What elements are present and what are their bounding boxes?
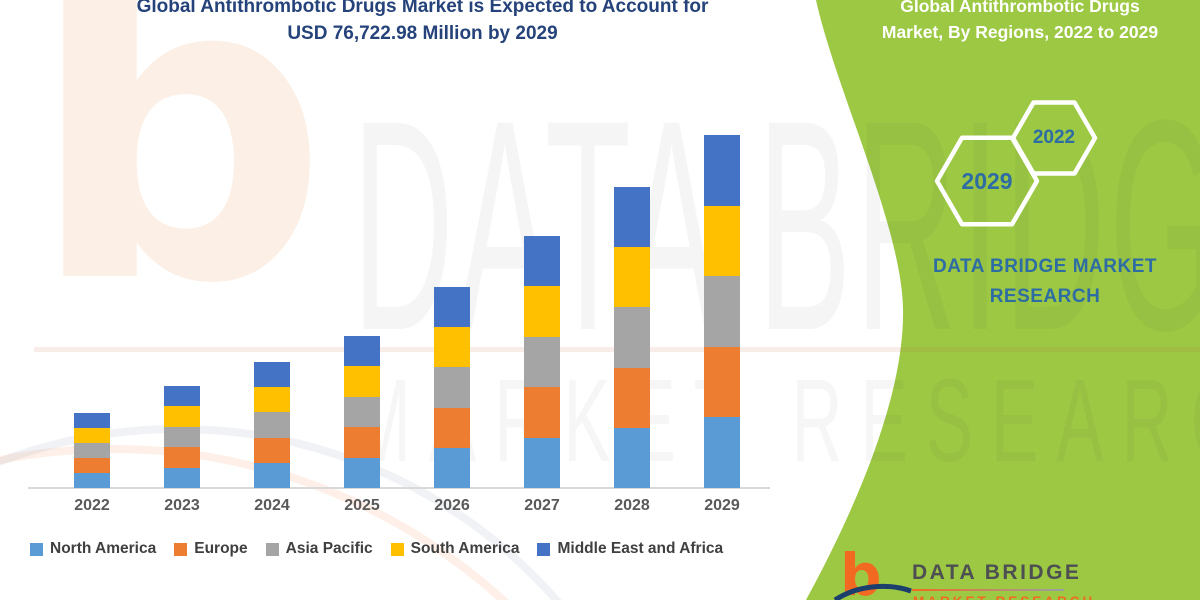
bar-segment-2023-north-america <box>164 467 200 488</box>
bar-segment-2026-north-america <box>434 447 470 488</box>
legend-item-north-america: North America <box>30 540 156 558</box>
bar-segment-2027-asia-pacific <box>524 336 560 388</box>
bar-segment-2026-europe <box>434 407 470 448</box>
x-axis-label-2029: 2029 <box>704 497 740 514</box>
legend-swatch-icon <box>174 542 188 556</box>
legend-item-europe: Europe <box>174 540 248 558</box>
bar-segment-2022-south-america <box>74 428 110 444</box>
bar-segment-2022-north-america <box>74 473 110 488</box>
bar-segment-2022-asia-pacific <box>74 443 110 459</box>
bar-2026 <box>434 286 470 488</box>
bar-segment-2024-middle-east-and-africa <box>254 361 290 388</box>
logo-company-name: DATA BRIDGE <box>912 561 1082 584</box>
bar-segment-2029-north-america <box>704 417 740 488</box>
bar-segment-2023-asia-pacific <box>164 426 200 448</box>
x-axis-label-2024: 2024 <box>254 497 290 514</box>
legend-swatch-icon <box>30 542 43 556</box>
legend-label: Europe <box>194 540 248 557</box>
x-axis-label-2025: 2025 <box>344 497 380 514</box>
bar-2022 <box>74 413 110 488</box>
bar-segment-2025-south-america <box>344 366 380 397</box>
logo-underline <box>912 589 1064 591</box>
bar-segment-2027-middle-east-and-africa <box>524 236 560 287</box>
side-panel-title-line2: Market, By Regions, 2022 to 2029 <box>881 22 1159 42</box>
bar-segment-2026-south-america <box>434 327 470 368</box>
bar-segment-2026-asia-pacific <box>434 367 470 408</box>
bar-segment-2024-south-america <box>254 387 290 413</box>
bar-segment-2026-middle-east-and-africa <box>434 286 470 328</box>
x-axis-label-2026: 2026 <box>434 497 470 514</box>
bar-segment-2029-south-america <box>704 205 740 277</box>
legend-swatch-icon <box>537 542 551 556</box>
bar-segment-2028-south-america <box>614 247 650 308</box>
hexagon-2029-outline <box>934 135 1040 227</box>
bar-segment-2022-europe <box>74 458 110 474</box>
bar-segment-2027-europe <box>524 387 560 438</box>
legend-swatch-icon <box>390 542 404 556</box>
bar-segment-2025-north-america <box>344 457 380 488</box>
bar-segment-2029-middle-east-and-africa <box>704 135 740 206</box>
bar-2023 <box>164 386 200 488</box>
hexagon-year-2029: 2029 <box>961 168 1013 194</box>
legend-item-middle-east-and-africa: Middle East and Africa <box>537 540 723 558</box>
x-axis-label-2022: 2022 <box>74 497 110 514</box>
x-axis-label-2027: 2027 <box>524 497 560 514</box>
bar-2029 <box>704 135 740 488</box>
bar-segment-2028-north-america <box>614 427 650 488</box>
bar-segment-2029-europe <box>704 346 740 418</box>
bar-segment-2025-europe <box>344 427 380 458</box>
legend-item-asia-pacific: Asia Pacific <box>265 540 373 558</box>
legend-item-south-america: South America <box>390 540 520 558</box>
bar-segment-2023-europe <box>164 447 200 468</box>
legend-swatch-icon <box>265 542 279 556</box>
legend-label: Middle East and Africa <box>557 540 724 557</box>
bar-2028 <box>614 187 650 488</box>
bar-segment-2029-asia-pacific <box>704 276 740 347</box>
legend-label: North America <box>50 540 157 557</box>
bar-segment-2025-middle-east-and-africa <box>344 335 380 367</box>
bar-segment-2028-middle-east-and-africa <box>614 187 650 248</box>
legend-label: South America <box>410 540 520 557</box>
bar-segment-2028-asia-pacific <box>614 307 650 368</box>
bar-segment-2024-europe <box>254 437 290 463</box>
bar-2027 <box>524 236 560 488</box>
chart-title: Global Antithrombotic Drugs Market is Ex… <box>15 0 830 47</box>
x-axis-label-2023: 2023 <box>164 497 200 514</box>
x-axis-label-2028: 2028 <box>614 497 650 514</box>
bar-segment-2027-north-america <box>524 437 560 488</box>
bar-2025 <box>344 335 380 488</box>
side-panel-title: Global Antithrombotic Drugs Market, By R… <box>855 0 1185 45</box>
bar-segment-2023-middle-east-and-africa <box>164 386 200 407</box>
x-axis-line <box>28 487 770 489</box>
bar-segment-2022-middle-east-and-africa <box>74 413 110 429</box>
bar-segment-2028-europe <box>614 367 650 428</box>
bar-segment-2025-asia-pacific <box>344 396 380 428</box>
green-panel-shape <box>806 0 1200 600</box>
brand-text-line2: RESEARCH <box>989 286 1101 307</box>
bar-segment-2027-south-america <box>524 286 560 337</box>
brand-text-line1: DATA BRIDGE MARKET <box>933 256 1157 277</box>
bar-segment-2023-south-america <box>164 406 200 427</box>
hexagon-2022-outline <box>1010 100 1098 176</box>
logo-subtitle: MARKET RESEARCH <box>913 594 1095 600</box>
logo-swoosh-icon <box>833 583 912 600</box>
bar-segment-2024-asia-pacific <box>254 412 290 438</box>
hexagon-year-2022: 2022 <box>1032 127 1076 148</box>
chart-title-line1: Global Antithrombotic Drugs Market is Ex… <box>136 0 709 17</box>
side-panel-title-line1: Global Antithrombotic Drugs <box>900 0 1140 16</box>
bar-segment-2024-north-america <box>254 462 290 488</box>
chart-title-line2: USD 76,722.98 Million by 2029 <box>287 23 558 44</box>
chart-legend: North America Europe Asia Pacific South Ame… <box>30 540 723 558</box>
bar-2024 <box>254 361 290 488</box>
legend-label: Asia Pacific <box>285 540 373 557</box>
